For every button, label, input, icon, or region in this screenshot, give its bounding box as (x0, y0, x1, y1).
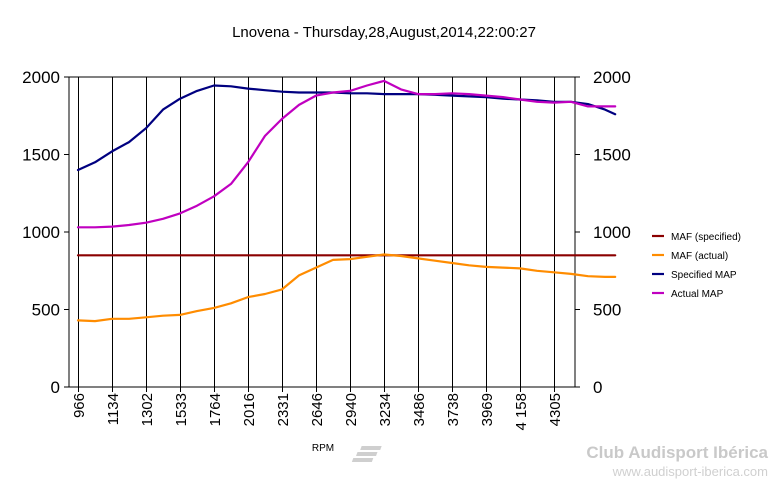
y-tick-label: 1500 (22, 146, 60, 165)
legend-entry: Specified MAP (671, 270, 737, 281)
watermark-title: Club Audisport Ibérica (586, 443, 768, 462)
x-tick-label: 1134 (105, 393, 122, 425)
x-tick-label: 2016 (241, 393, 258, 426)
y-tick-label-right: 2000 (593, 68, 631, 87)
y-tick-label: 2000 (22, 68, 60, 87)
watermark-logo-icon (351, 446, 382, 462)
series-line-actual-map (76, 79, 617, 229)
legend-entry: MAF (actual) (671, 251, 728, 262)
y-tick-label-right: 0 (593, 378, 602, 397)
series-line-specified-map (76, 84, 617, 172)
series-layer (76, 79, 617, 323)
y-tick-label-right: 1000 (593, 223, 631, 242)
y-axis-left: 0 500 1000 1500 2000 (22, 68, 69, 397)
y-tick-label-right: 500 (593, 301, 621, 320)
x-tick-label: 3486 (411, 393, 428, 426)
watermark-url: www.audisport-iberica.com (612, 464, 768, 479)
x-tick-label: 4305 (547, 393, 564, 426)
x-tick-label: 2646 (309, 393, 326, 426)
x-tick-label: 2940 (343, 393, 360, 426)
x-axis: 966 1134 1302 1533 1764 2016 2331 2646 2940 3234 3… (71, 387, 564, 431)
watermark: Club Audisport Ibérica www.audisport-ibe… (351, 443, 769, 479)
x-tick-label: 1764 (207, 393, 224, 426)
chart-title: Lnovena - Thursday,28,August,2014,22:00:… (232, 24, 536, 41)
x-tick-label: 1533 (173, 393, 190, 426)
y-tick-label: 500 (32, 301, 60, 320)
plot-border (68, 76, 576, 388)
x-tick-label: 3969 (479, 393, 496, 426)
y-axis-right: 0 500 1000 1500 2000 (575, 68, 631, 397)
y-tick-label: 0 (51, 378, 60, 397)
x-tick-label: 4 158 (513, 393, 530, 431)
legend: MAF (specified) MAF (actual) Specified MAP… (652, 232, 741, 300)
x-axis-label: RPM (312, 443, 334, 454)
x-tick-label: 1302 (139, 393, 156, 426)
legend-entry: MAF (specified) (671, 232, 741, 243)
grid (78, 77, 555, 387)
y-tick-label-right: 1500 (593, 146, 631, 165)
x-tick-label: 966 (71, 393, 88, 418)
series-line-maf-actual (76, 253, 617, 323)
x-tick-label: 2331 (275, 393, 292, 426)
legend-entry: Actual MAP (671, 289, 724, 300)
y-tick-label: 1000 (22, 223, 60, 242)
x-tick-label: 3234 (377, 393, 394, 426)
x-tick-label: 3738 (445, 393, 462, 426)
